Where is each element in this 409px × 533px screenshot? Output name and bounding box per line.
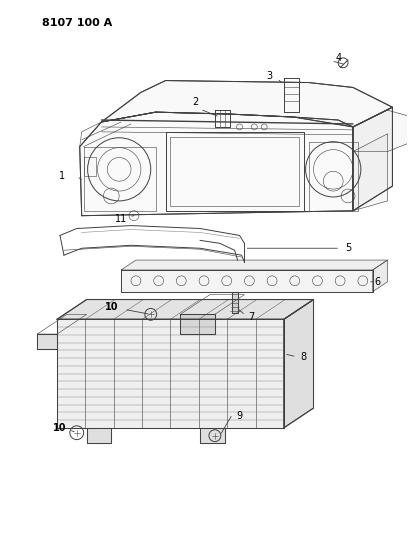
Polygon shape (180, 314, 214, 334)
Polygon shape (231, 292, 237, 313)
Polygon shape (121, 270, 372, 292)
Polygon shape (283, 300, 313, 428)
Text: 6: 6 (374, 277, 380, 287)
Text: 4: 4 (334, 53, 340, 63)
Polygon shape (372, 260, 387, 292)
Text: 1: 1 (59, 171, 65, 181)
Text: 5: 5 (344, 243, 350, 253)
Text: 8: 8 (300, 352, 306, 362)
Polygon shape (57, 319, 283, 428)
Polygon shape (101, 80, 391, 127)
Polygon shape (79, 112, 352, 216)
Text: 7: 7 (247, 312, 254, 322)
Polygon shape (37, 334, 57, 349)
Text: 9: 9 (236, 411, 242, 421)
Text: 2: 2 (191, 97, 198, 107)
Text: 11: 11 (115, 214, 127, 224)
Polygon shape (86, 428, 111, 442)
Polygon shape (352, 134, 387, 211)
Polygon shape (352, 110, 409, 151)
Polygon shape (121, 260, 387, 270)
Polygon shape (352, 107, 391, 211)
Text: 3: 3 (265, 70, 272, 80)
Polygon shape (200, 428, 224, 442)
Polygon shape (57, 300, 313, 319)
Text: 10: 10 (53, 423, 67, 433)
Text: 8107 100 A: 8107 100 A (42, 19, 112, 28)
Text: 10: 10 (104, 302, 118, 312)
